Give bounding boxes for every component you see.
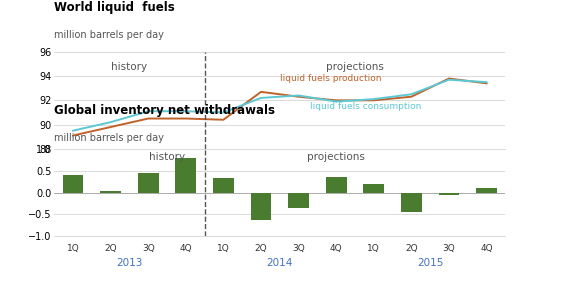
Text: 3Q: 3Q: [292, 245, 305, 253]
Bar: [251, 192, 271, 219]
Text: 4Q: 4Q: [480, 245, 493, 253]
Bar: [138, 173, 159, 192]
Text: 1Q: 1Q: [367, 245, 380, 253]
Text: 2014: 2014: [267, 258, 293, 268]
Bar: [476, 188, 497, 192]
Text: 2Q: 2Q: [104, 245, 117, 253]
Text: World liquid  fuels: World liquid fuels: [54, 1, 175, 14]
Text: projections: projections: [326, 62, 384, 71]
Bar: [401, 192, 422, 212]
Text: million barrels per day: million barrels per day: [54, 133, 164, 143]
Text: liquid fuels consumption: liquid fuels consumption: [310, 102, 421, 111]
Bar: [175, 158, 196, 192]
Text: 2015: 2015: [417, 258, 443, 268]
Text: Global inventory net withdrawals: Global inventory net withdrawals: [54, 104, 275, 117]
Bar: [63, 175, 83, 192]
Bar: [326, 177, 347, 192]
Text: million barrels per day: million barrels per day: [54, 30, 164, 40]
Text: 1Q: 1Q: [67, 245, 79, 253]
Text: 4Q: 4Q: [330, 245, 343, 253]
Text: 4Q: 4Q: [179, 245, 192, 253]
Text: 3Q: 3Q: [443, 245, 455, 253]
Text: 3Q: 3Q: [142, 245, 155, 253]
Bar: [213, 178, 234, 192]
Text: liquid fuels production: liquid fuels production: [280, 74, 381, 83]
Text: 2013: 2013: [116, 258, 143, 268]
Text: 1Q: 1Q: [217, 245, 230, 253]
Text: history: history: [111, 62, 147, 71]
Bar: [439, 192, 459, 195]
Text: 2Q: 2Q: [255, 245, 267, 253]
Bar: [363, 184, 384, 192]
Bar: [100, 191, 121, 192]
Bar: [288, 192, 309, 208]
Text: history: history: [149, 152, 185, 162]
Text: projections: projections: [307, 152, 365, 162]
Text: 2Q: 2Q: [405, 245, 417, 253]
